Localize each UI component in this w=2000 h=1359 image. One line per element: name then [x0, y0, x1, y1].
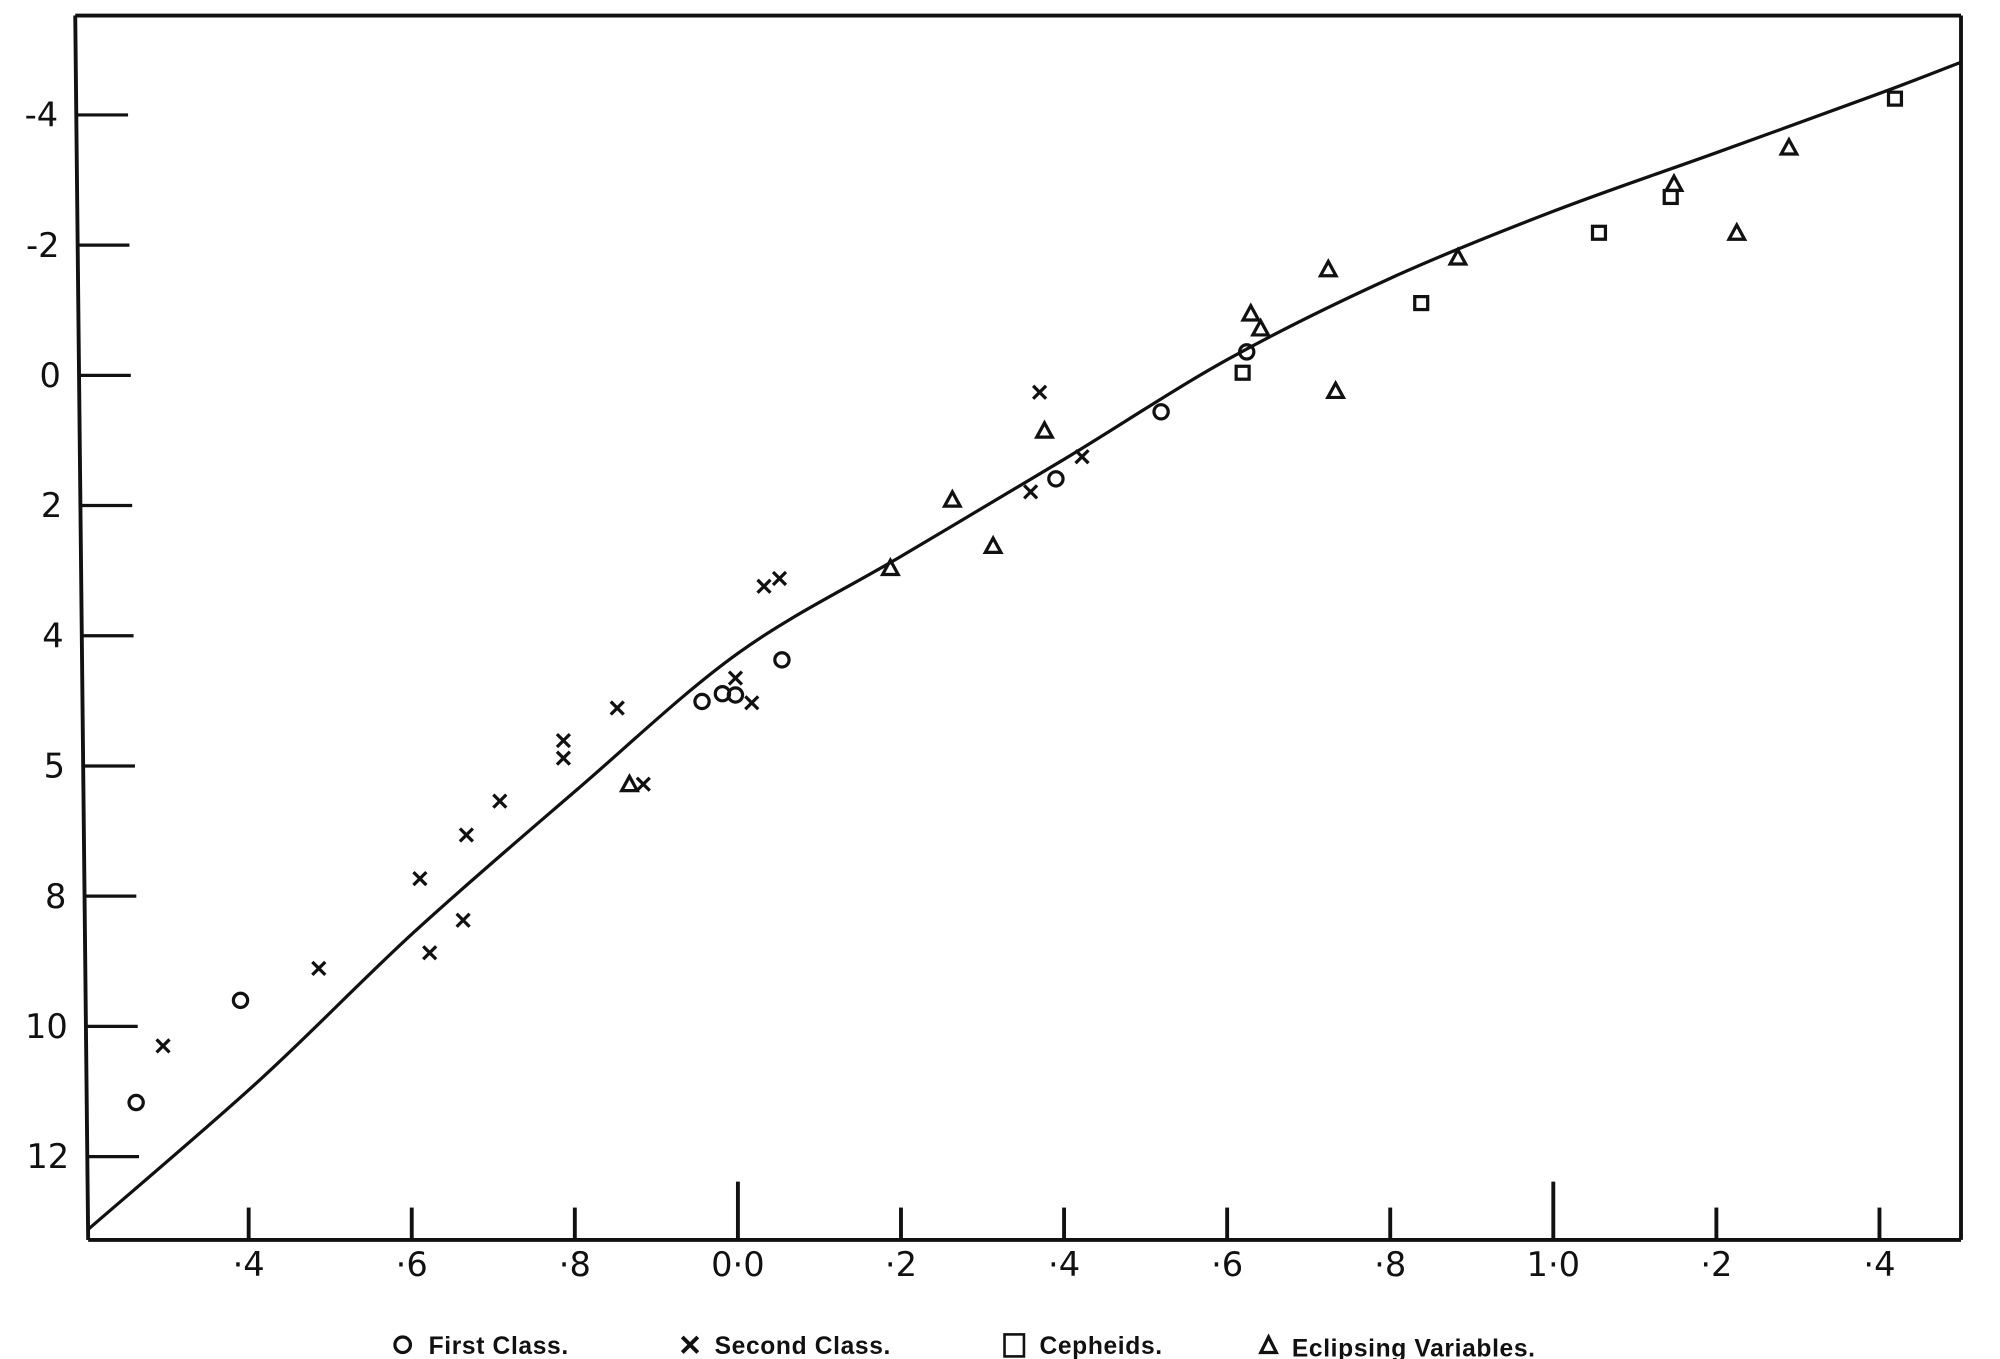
x-tick-label: ·8 [559, 1245, 591, 1284]
second-class-point [155, 1038, 171, 1054]
x-tick-label: 0·0 [711, 1245, 765, 1284]
y-tick-label: -2 [26, 226, 60, 265]
second-class-point [1031, 384, 1048, 400]
x-tick-label: ·6 [1211, 1245, 1243, 1284]
second-class-point [727, 670, 744, 686]
first-class-point [773, 651, 791, 669]
x-tick-label: ·8 [1374, 1245, 1406, 1284]
y-tick-label: 0 [40, 356, 61, 395]
x-tick-label: ·6 [396, 1245, 428, 1284]
eclipsing-variable-point [1317, 258, 1339, 278]
eclipsing-variable-point [982, 534, 1004, 555]
cepheid-point [1590, 224, 1608, 241]
eclipsing-variable-point [1726, 221, 1748, 241]
y-axis [73, 15, 91, 1240]
second-class-point [744, 695, 760, 711]
eclipsing-variable-point [1240, 302, 1262, 322]
second-class-point [1074, 449, 1090, 465]
second-class-point [555, 732, 572, 749]
eclipsing-variable-point [1034, 419, 1055, 439]
first-class-point [231, 991, 250, 1010]
eclipsing-variable-point [1250, 317, 1272, 337]
y-tick-label: 12 [26, 1137, 69, 1176]
x-ticks: ·4 ·6 ·8 0·0 ·2 ·4 ·6 ·8 1·0 ·2 ·4 [233, 1181, 1896, 1284]
eclipsing-variable-point [618, 773, 640, 793]
first-class-point [1237, 343, 1256, 361]
y-tick-label: 8 [45, 877, 66, 916]
cepheid-point [1662, 188, 1679, 206]
second-class-point [756, 578, 772, 594]
y-ticks: -4 -2 0 2 4 5 8 10 12 [25, 96, 140, 1176]
legend-item-first-class: First Class. [393, 1333, 569, 1359]
second-class-point [609, 700, 625, 716]
first-class-point [127, 1093, 145, 1112]
legend-item-second-class: Second Class. [680, 1333, 891, 1359]
plot-frame [73, 13, 1963, 1242]
cepheid-point [1234, 364, 1251, 381]
cepheid-point [1413, 294, 1430, 312]
x-tick-label: ·4 [1863, 1245, 1895, 1284]
cepheid-point [1886, 90, 1904, 107]
triangle-marker-icon [1258, 1333, 1279, 1355]
y-tick-label: -4 [25, 96, 59, 135]
y-tick-label: 2 [41, 486, 62, 525]
legend-label: Cepheids. [1039, 1333, 1162, 1359]
legend-label: Second Class. [715, 1333, 891, 1359]
eclipsing-variable-point [879, 556, 901, 577]
y-tick-label: 5 [44, 747, 65, 786]
eclipsing-variable-point [1325, 379, 1347, 400]
circle-marker-icon [393, 1335, 413, 1355]
legend-label: First Class. [429, 1333, 569, 1359]
second-class-point [455, 912, 471, 928]
legend-item-eclipsing-variables: Eclipsing Variables. [1258, 1333, 1536, 1359]
x-tick-label: ·2 [1700, 1245, 1732, 1284]
second-class-point [555, 750, 572, 766]
square-marker-icon [1003, 1333, 1026, 1358]
first-class-point [726, 686, 745, 704]
cross-marker-icon [680, 1335, 700, 1354]
first-class-point [1047, 470, 1065, 488]
first-class-point [1152, 403, 1170, 421]
y-tick-label: 10 [25, 1007, 68, 1046]
eclipsing-variable-point [1778, 136, 1800, 156]
x-tick-label: 1·0 [1527, 1245, 1581, 1284]
data-points [127, 90, 1904, 1112]
legend: First Class. Second Class. Cepheids. Ecl… [393, 1333, 1536, 1359]
second-class-point [422, 945, 438, 961]
y-tick-label: 4 [42, 616, 63, 655]
x-tick-label: ·4 [1048, 1245, 1080, 1284]
second-class-point [1023, 484, 1039, 500]
second-class-point [635, 776, 651, 792]
x-tick-label: ·4 [233, 1245, 265, 1284]
eclipsing-variable-point [1447, 246, 1469, 266]
second-class-point [458, 827, 474, 843]
x-tick-label: ·2 [885, 1245, 917, 1284]
second-class-point [492, 793, 508, 809]
eclipsing-variable-point [941, 488, 963, 508]
legend-item-cepheids: Cepheids. [1003, 1333, 1162, 1359]
second-class-point [771, 570, 788, 587]
eclipsing-variable-point [1663, 172, 1685, 193]
legend-label: Eclipsing Variables. [1292, 1335, 1536, 1359]
second-class-point [412, 870, 428, 887]
theoretical-curve [86, 60, 1962, 1231]
second-class-point [311, 960, 327, 977]
first-class-point [693, 692, 711, 711]
